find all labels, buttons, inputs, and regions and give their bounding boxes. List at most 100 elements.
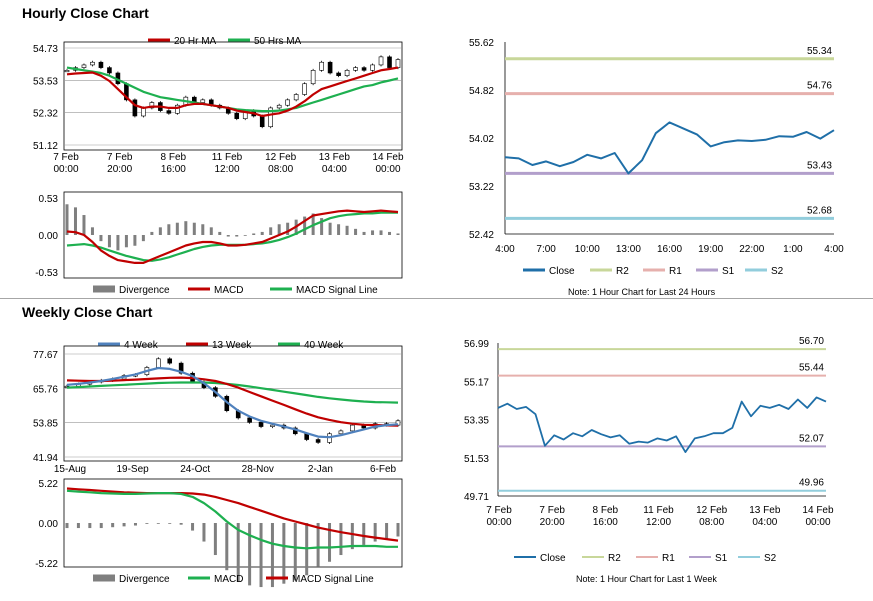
hourly-pivot-legend-r2-label: R2: [616, 266, 629, 277]
hourly-divergence-bar: [269, 227, 273, 235]
hourly-divergence-bar: [73, 207, 77, 235]
hourly-divergence-bar: [82, 215, 86, 235]
hourly-pivot-x-tick: 13:00: [616, 244, 641, 255]
hourly-candle-body: [353, 67, 358, 71]
hourly-candle-body: [149, 102, 155, 109]
weekly-pivot-legend-r1-label: R1: [662, 553, 675, 564]
hourly-candle-body: [395, 59, 401, 68]
hourly-divergence-bar: [243, 235, 247, 236]
hourly-pivot-x-tick: 19:00: [698, 244, 723, 255]
weekly-candle-body: [247, 417, 252, 423]
hourly-legend-ma20-label: 20 Hr MA: [174, 36, 217, 47]
weekly-divergence-bar: [248, 523, 252, 586]
hourly-divergence-bar: [362, 231, 366, 235]
hourly-x-tick: 8 Feb: [161, 152, 187, 163]
weekly-pivot-x-tick: 04:00: [752, 517, 777, 528]
hourly-divergence-bar: [286, 222, 290, 235]
hourly-divergence-bar: [226, 235, 230, 237]
hourly-divergence-bar: [133, 235, 137, 246]
hourly-divergence-bar: [218, 231, 222, 235]
weekly-legend-40week-label: 40 Week: [304, 340, 344, 351]
hourly-macd-plot-frame: [63, 191, 403, 279]
hourly-level-s1-label: 53.43: [807, 160, 832, 171]
hourly-candle-body: [285, 99, 290, 106]
weekly-divergence-bar: [339, 523, 343, 556]
hourly-x-tick: 04:00: [322, 164, 347, 175]
hourly-pivot-legend-s2-label: S2: [771, 266, 784, 277]
hourly-pivot-x-tick: 16:00: [657, 244, 682, 255]
hourly-divergence-bar: [107, 235, 111, 248]
weekly-pivot-x-tick: 16:00: [593, 517, 618, 528]
weekly-candle-y-tick: 53.85: [33, 419, 58, 430]
hourly-candle-body: [64, 70, 70, 73]
weekly-legend-4week-label: 4 Week: [124, 340, 159, 351]
weekly-candle-body: [315, 439, 321, 443]
hourly-candle-y-tick: 51.12: [33, 141, 58, 152]
weekly-x-tick: 28-Nov: [242, 464, 274, 475]
hourly-pivot-y-tick: 54.82: [469, 86, 494, 97]
hourly-candle-body: [175, 104, 180, 114]
weekly-level-r1-label: 55.44: [799, 363, 824, 374]
hourly-divergence-bar: [379, 230, 383, 235]
hourly-pivot-note: Note: 1 Hour Chart for Last 24 Hours: [568, 287, 716, 297]
weekly-legend-macd-label: MACD: [214, 574, 243, 585]
weekly-x-tick: 2-Jan: [308, 464, 333, 475]
hourly-candle-body: [302, 83, 307, 95]
weekly-divergence-bar: [259, 523, 263, 588]
hourly-candle-body: [200, 99, 206, 103]
hourly-candle-body: [319, 61, 324, 71]
weekly-macd-signal-line: [66, 487, 399, 542]
hourly-divergence-bar: [99, 235, 103, 242]
weekly-pivot-y-tick: 56.99: [464, 339, 489, 350]
weekly-candle-body: [258, 421, 264, 427]
weekly-pivot-y-tick: 49.71: [464, 492, 489, 503]
hourly-candle-y-tick: 52.32: [33, 109, 58, 120]
weekly-pivot-y-tick: 53.35: [464, 416, 489, 427]
weekly-divergence-bar: [156, 523, 160, 524]
hourly-level-s2-label: 52.68: [807, 205, 832, 216]
weekly-x-tick: 19-Sep: [116, 464, 149, 475]
weekly-pivot-y-tick: 55.17: [464, 377, 489, 388]
hourly-pivot-x-tick: 4:00: [824, 244, 844, 255]
hourly-divergence-bar: [396, 233, 400, 235]
hourly-candle-body: [90, 61, 95, 66]
weekly-divergence-bar: [76, 523, 80, 529]
hourly-x-tick: 13 Feb: [319, 152, 351, 163]
weekly-divergence-bar: [350, 523, 354, 550]
hourly-divergence-bar: [303, 216, 307, 235]
weekly-divergence-bar: [122, 523, 126, 527]
hourly-pivot-y-tick: 53.22: [469, 182, 494, 193]
hourly-x-tick: 08:00: [268, 164, 293, 175]
weekly-pivot-x-tick: 7 Feb: [539, 505, 565, 516]
weekly-pivot-x-tick: 12 Feb: [696, 505, 728, 516]
hourly-divergence-bar: [260, 231, 264, 235]
weekly-macd-plot-frame: [63, 478, 403, 568]
weekly-level-s2-label: 49.96: [799, 478, 824, 489]
weekly-macd-y-tick: -5.22: [35, 559, 58, 570]
weekly-candle-body: [350, 424, 355, 432]
hourly-candle-y-tick: 54.73: [33, 44, 58, 55]
hourly-candle-body: [234, 112, 240, 119]
hourly-divergence-bar: [277, 224, 281, 235]
weekly-divergence-bar: [168, 523, 172, 524]
hourly-macd-y-tick: -0.53: [35, 268, 58, 279]
hourly-pivot-x-tick: 10:00: [575, 244, 600, 255]
weekly-pivot-legend-s2-label: S2: [764, 553, 777, 564]
hourly-candle-body: [336, 72, 341, 76]
hourly-x-tick: 7 Feb: [53, 152, 79, 163]
hourly-divergence-bar: [141, 235, 145, 242]
hourly-pivot-legend-s1-label: S1: [722, 266, 735, 277]
hourly-candle-body: [107, 67, 112, 74]
hourly-candle-y-tick: 53.53: [33, 76, 58, 87]
hourly-x-tick: 16:00: [161, 164, 186, 175]
weekly-pivot-note: Note: 1 Hour Chart for Last 1 Week: [576, 574, 717, 584]
weekly-divergence-bar: [236, 523, 240, 583]
section-divider: [0, 298, 873, 299]
weekly-divergence-bar: [111, 523, 115, 528]
hourly-candle-body: [361, 67, 367, 71]
hourly-candle-body: [293, 94, 299, 101]
hourly-pivot-x-tick: 22:00: [739, 244, 764, 255]
weekly-divergence-bar: [133, 523, 137, 526]
hourly-x-tick: 20:00: [107, 164, 132, 175]
hourly-candle-body: [310, 70, 316, 85]
